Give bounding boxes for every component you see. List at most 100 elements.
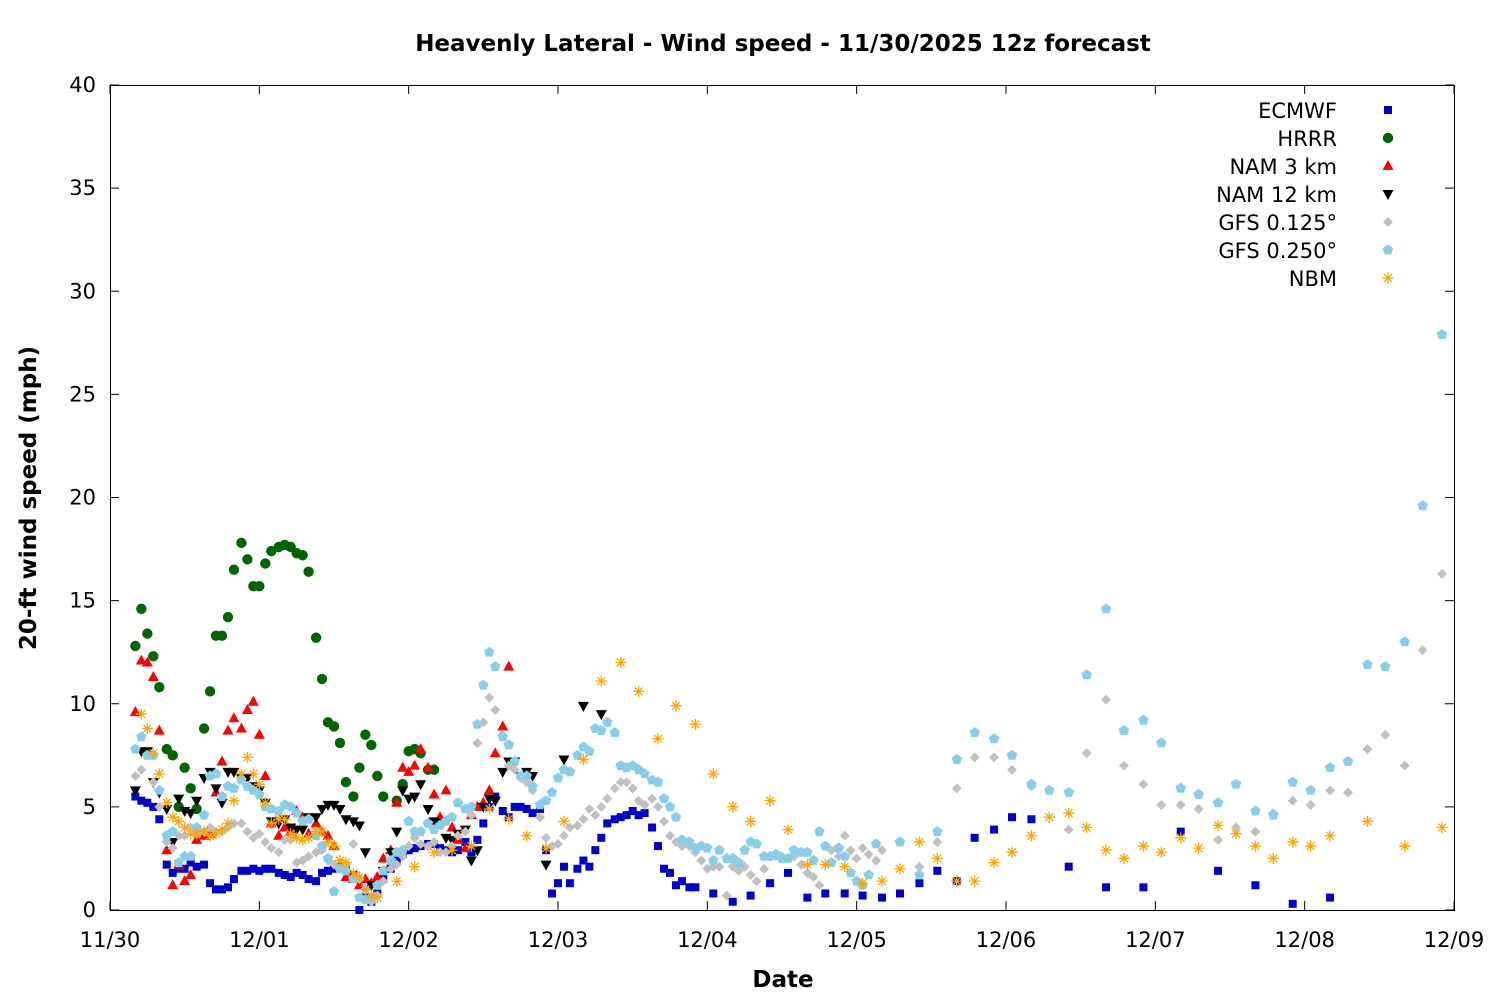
data-point [584,745,595,756]
data-point [1175,832,1187,844]
data-point [540,860,552,871]
data-point [552,772,564,783]
data-point [280,870,289,879]
data-point [1268,809,1279,820]
data-point [1118,725,1130,735]
data-point [453,846,462,855]
data-point [422,817,434,828]
data-point [191,796,203,807]
data-point [1081,669,1092,680]
data-point [1006,749,1018,760]
data-point [236,537,247,549]
data-point [808,872,819,882]
data-point [1102,883,1111,892]
data-point [1139,883,1148,892]
y-tick-label: 20 [69,486,96,510]
data-point [347,867,359,879]
x-tick-label: 12/06 [976,928,1037,952]
data-point [147,670,159,681]
data-point [615,657,627,668]
data-point [1063,824,1074,835]
data-point [564,766,576,777]
data-point [274,868,283,877]
data-point [173,815,185,827]
data-point [497,767,509,778]
data-point [503,660,515,671]
data-point [1249,840,1261,852]
data-point [354,762,365,773]
y-tick-label: 35 [69,176,96,200]
data-point [428,788,440,799]
data-point [894,863,906,875]
data-point [216,630,228,641]
data-point [727,801,739,813]
data-point [821,889,830,898]
data-point [596,801,607,812]
data-point [371,892,383,904]
data-point [1064,862,1073,871]
data-point [1213,834,1224,845]
data-point [322,829,334,840]
data-point [291,832,303,844]
data-point [229,875,238,884]
data-point [709,889,718,898]
data-point [273,829,285,840]
data-point [131,792,140,801]
data-point [696,855,707,866]
data-point [970,833,979,842]
data-point [147,747,159,759]
data-point [312,877,321,886]
data-point [522,804,531,813]
data-point [591,846,600,855]
data-point [820,840,831,851]
legend-label: GFS 0.125° [1218,211,1337,235]
data-point [764,795,776,807]
data-point [989,752,1000,763]
x-tick-label: 12/01 [229,928,290,952]
data-point [782,852,794,863]
data-point [689,718,701,730]
data-point [490,704,501,715]
data-point [429,836,440,847]
data-point [915,879,924,888]
data-point [297,825,309,836]
data-point [1305,799,1316,810]
data-point [235,722,247,733]
data-point [578,814,589,825]
data-point [528,809,537,818]
data-point [422,804,434,815]
axis-ticks: 0 5 10 15 20 25 30 35 40 11/30 12/01 12/02 12/03 12/0… [69,73,1484,952]
data-point [621,777,632,788]
data-point [1324,762,1336,773]
data-point [185,850,196,861]
series-gfs-0-250- [130,329,1448,905]
data-point [766,879,775,888]
data-point [266,843,277,854]
data-point [751,876,762,887]
data-point [932,836,943,847]
data-point [372,879,383,890]
data-point [558,815,570,827]
data-point [130,640,141,652]
data-point [1025,830,1037,842]
data-point [409,759,421,770]
data-point [179,875,191,886]
data-point [548,889,557,898]
data-point [185,783,196,794]
data-point [691,883,700,892]
data-point [467,848,476,857]
data-point [446,821,458,832]
data-point [616,813,625,822]
data-point [185,868,197,879]
x-tick-label: 12/04 [677,928,738,952]
data-point [1081,822,1093,833]
x-tick-label: 12/05 [826,928,887,952]
data-point [1267,852,1279,864]
data-point [510,802,519,811]
data-point [665,830,675,841]
data-point [577,701,589,712]
data-point [192,862,201,871]
data-point [347,817,359,828]
data-point [671,881,680,890]
data-point [304,875,313,884]
